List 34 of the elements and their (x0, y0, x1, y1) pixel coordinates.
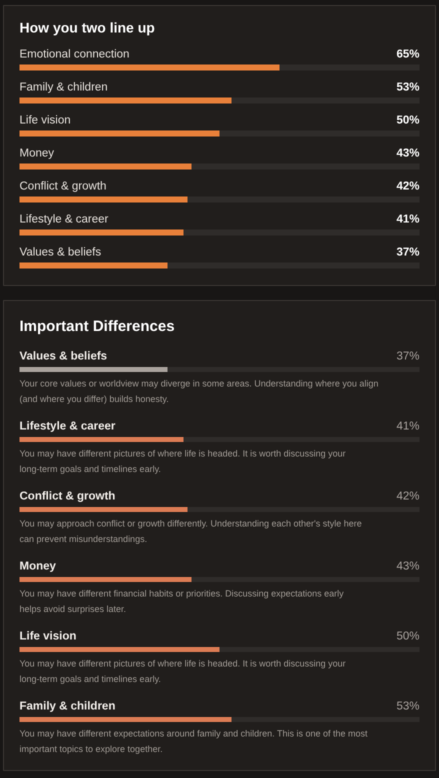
y-tick-label: Money (20, 148, 54, 160)
y-tick-label: Family & children (20, 82, 108, 94)
y-tick-label: Values & beliefs (20, 246, 102, 258)
y-tick-label: Emotional connection (20, 48, 130, 60)
y-tick-label: Conflict & growth (20, 490, 116, 502)
y-tick-label: Conflict & growth (20, 180, 106, 192)
chart-title: How you two line up (20, 20, 155, 36)
data-label: 42% (396, 490, 420, 502)
y-tick-label: Life vision (20, 114, 71, 126)
data-label: 41% (396, 214, 420, 226)
data-label: 53% (396, 700, 420, 712)
annotation: You may have different pictures of where life is headed. It is worth discussing your long-term goals and timelines early. (20, 658, 346, 684)
data-label: 42% (396, 180, 420, 192)
y-tick-label: Lifestyle & career (20, 214, 109, 226)
y-tick-label: Life vision (20, 630, 76, 642)
y-tick-label: Family & children (20, 700, 116, 712)
data-label: 43% (396, 560, 420, 572)
annotation: You may approach conflict or growth differently. Understanding each other's style here can prevent misunderstandings. (20, 518, 362, 544)
data-label: 37% (396, 246, 420, 258)
chart-title: Important Differences (20, 318, 175, 335)
data-label: 43% (396, 148, 420, 160)
annotation: You may have different expectations around family and children. This is one of the most important topics to explore together. (20, 728, 368, 754)
annotation: Your core values or worldview may diverge in some areas. Understanding where you align (and where you differ) builds honesty. (20, 378, 378, 404)
data-label: 65% (396, 48, 420, 60)
data-label: 50% (396, 630, 420, 642)
data-label: 37% (396, 350, 420, 362)
annotation: You may have different financial habits or priorities. Discussing expectations early helps avoid surprises later. (20, 588, 344, 614)
y-tick-label: Money (20, 560, 57, 572)
data-label: 50% (396, 114, 420, 126)
y-tick-label: Lifestyle & career (20, 420, 116, 432)
data-label: 53% (396, 82, 420, 94)
annotation: You may have different pictures of where life is headed. It is worth discussing your long-term goals and timelines early. (20, 448, 346, 474)
data-label: 41% (396, 420, 420, 432)
y-tick-label: Values & beliefs (20, 350, 108, 362)
